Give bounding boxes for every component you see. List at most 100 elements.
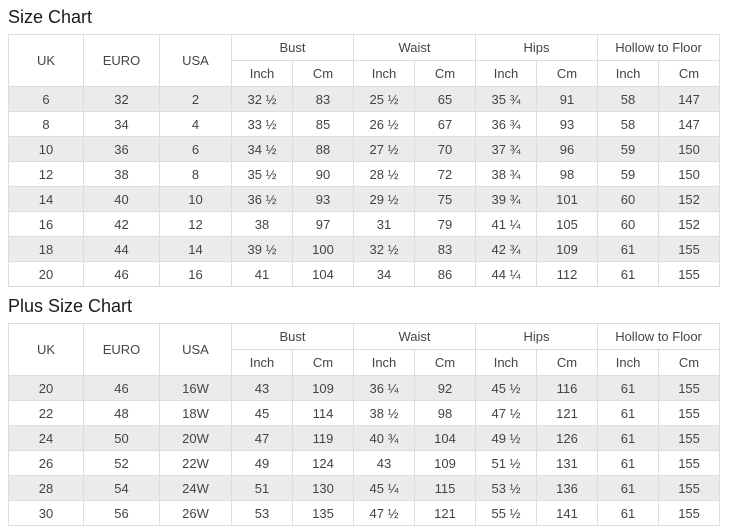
cell-hips-inch: 51 ½ <box>475 450 538 476</box>
table-row: 24 50 20W 47 119 40 ¾ 104 49 ½ 126 61 155 <box>8 425 721 451</box>
table-row: 18 44 14 39 ½ 100 32 ½ 83 42 ¾ 109 61 155 <box>8 236 721 262</box>
cell-usa: 2 <box>159 86 232 112</box>
table-header: UK EURO USA Bust Waist Hips Hollow to Floor Inc… <box>8 34 721 87</box>
cell-usa: 6 <box>159 136 232 162</box>
cell-euro: 46 <box>83 375 160 401</box>
cell-hollow-to-floor-cm: 155 <box>658 475 721 501</box>
cell-hips-inch: 35 ¾ <box>475 86 538 112</box>
table-row: 20 46 16 41 104 34 86 44 ¼ 112 61 155 <box>8 261 721 287</box>
cell-hollow-to-floor-cm: 155 <box>658 375 721 401</box>
cell-uk: 30 <box>8 500 84 526</box>
cell-waist-inch: 34 <box>353 261 416 287</box>
cell-waist-inch: 28 ½ <box>353 161 416 187</box>
cell-hollow-to-floor-cm: 155 <box>658 236 721 262</box>
size-chart-title: Size Chart <box>8 7 93 27</box>
cell-waist-cm: 79 <box>414 211 477 237</box>
cell-hollow-to-floor-inch: 61 <box>597 475 660 501</box>
cell-hips-inch: 42 ¾ <box>475 236 538 262</box>
table-row: 22 48 18W 45 114 38 ½ 98 47 ½ 121 61 155 <box>8 400 721 426</box>
cell-usa: 10 <box>159 186 232 212</box>
table-body: 6 32 2 32 ½ 83 25 ½ 65 35 ¾ 91 58 147 8 34 4 33 ½ 85 26 … <box>8 86 721 287</box>
column-header-uk: UK <box>8 323 84 376</box>
cell-euro: 32 <box>83 86 160 112</box>
unit-header-bust-cm: Cm <box>291 60 355 87</box>
table-header: UK EURO USA Bust Waist Hips Hollow to Floor Inc… <box>8 323 721 376</box>
cell-hips-cm: 126 <box>536 425 599 451</box>
cell-bust-cm: 114 <box>291 400 355 426</box>
header-row-groups: UK EURO USA Bust Waist Hips Hollow to Floor <box>8 34 721 87</box>
cell-usa: 14 <box>159 236 232 262</box>
group-header-hips: Hips <box>475 34 599 61</box>
cell-bust-inch: 33 ½ <box>231 111 293 137</box>
cell-bust-cm: 119 <box>291 425 355 451</box>
group-header-hollow-to-floor: Hollow to Floor <box>597 323 721 350</box>
table-row: 16 42 12 38 97 31 79 41 ¼ 105 60 152 <box>8 211 721 237</box>
cell-bust-cm: 104 <box>291 261 355 287</box>
cell-uk: 16 <box>8 211 84 237</box>
cell-usa: 16W <box>159 375 232 401</box>
cell-usa: 8 <box>159 161 232 187</box>
plus-size-chart-title: Plus Size Chart <box>8 296 133 316</box>
cell-bust-cm: 109 <box>291 375 355 401</box>
header-row-units: Inch Cm Inch Cm Inch Cm Inch Cm <box>9 349 721 376</box>
cell-uk: 20 <box>8 375 84 401</box>
cell-hips-cm: 121 <box>536 400 599 426</box>
cell-uk: 12 <box>8 161 84 187</box>
cell-euro: 56 <box>83 500 160 526</box>
cell-euro: 48 <box>83 400 160 426</box>
cell-waist-inch: 25 ½ <box>353 86 416 112</box>
cell-hips-cm: 93 <box>536 111 599 137</box>
cell-euro: 44 <box>83 236 160 262</box>
cell-hollow-to-floor-cm: 150 <box>658 161 721 187</box>
cell-bust-cm: 124 <box>291 450 355 476</box>
column-header-euro: EURO <box>83 323 160 376</box>
cell-hips-inch: 47 ½ <box>475 400 538 426</box>
unit-header-hollow-to-floor-inch: Inch <box>597 349 660 376</box>
unit-header-hollow-to-floor-cm: Cm <box>658 349 721 376</box>
cell-hips-cm: 141 <box>536 500 599 526</box>
cell-hollow-to-floor-cm: 147 <box>658 86 721 112</box>
cell-waist-cm: 83 <box>414 236 477 262</box>
cell-uk: 18 <box>8 236 84 262</box>
header-row-groups: UK EURO USA Bust Waist Hips Hollow to Floor <box>8 323 721 376</box>
cell-bust-inch: 41 <box>231 261 293 287</box>
cell-hollow-to-floor-cm: 150 <box>658 136 721 162</box>
cell-euro: 38 <box>83 161 160 187</box>
cell-bust-inch: 53 <box>231 500 293 526</box>
cell-bust-inch: 36 ½ <box>231 186 293 212</box>
table-row: 10 36 6 34 ½ 88 27 ½ 70 37 ¾ 96 59 150 <box>8 136 721 162</box>
cell-hollow-to-floor-cm: 155 <box>658 450 721 476</box>
cell-usa: 16 <box>159 261 232 287</box>
unit-header-hollow-to-floor-cm: Cm <box>658 60 721 87</box>
unit-header-hips-inch: Inch <box>475 349 538 376</box>
size-chart-section: Size Chart UK EURO USA Bust Waist Hips Hollow … <box>8 7 722 287</box>
cell-bust-inch: 43 <box>231 375 293 401</box>
cell-bust-inch: 32 ½ <box>231 86 293 112</box>
table-row: 12 38 8 35 ½ 90 28 ½ 72 38 ¾ 98 59 150 <box>8 161 721 187</box>
cell-bust-inch: 47 <box>231 425 293 451</box>
cell-hollow-to-floor-cm: 147 <box>658 111 721 137</box>
cell-uk: 28 <box>8 475 84 501</box>
group-header-waist: Waist <box>353 323 477 350</box>
unit-header-waist-cm: Cm <box>414 60 477 87</box>
cell-waist-inch: 45 ¼ <box>353 475 416 501</box>
column-header-uk: UK <box>8 34 84 87</box>
table-row: 26 52 22W 49 124 43 109 51 ½ 131 61 155 <box>8 450 721 476</box>
cell-usa: 20W <box>159 425 232 451</box>
unit-header-waist-inch: Inch <box>353 60 416 87</box>
cell-hips-cm: 109 <box>536 236 599 262</box>
table-row: 30 56 26W 53 135 47 ½ 121 55 ½ 141 61 155 <box>8 500 721 526</box>
cell-uk: 24 <box>8 425 84 451</box>
cell-bust-inch: 49 <box>231 450 293 476</box>
cell-usa: 4 <box>159 111 232 137</box>
cell-waist-inch: 27 ½ <box>353 136 416 162</box>
group-header-bust: Bust <box>230 34 355 61</box>
column-header-usa: USA <box>159 34 232 87</box>
cell-bust-inch: 39 ½ <box>231 236 293 262</box>
cell-hollow-to-floor-cm: 155 <box>658 500 721 526</box>
cell-waist-inch: 43 <box>353 450 416 476</box>
cell-bust-inch: 34 ½ <box>231 136 293 162</box>
cell-hips-cm: 131 <box>536 450 599 476</box>
cell-hollow-to-floor-inch: 59 <box>597 136 660 162</box>
cell-hips-inch: 41 ¼ <box>475 211 538 237</box>
